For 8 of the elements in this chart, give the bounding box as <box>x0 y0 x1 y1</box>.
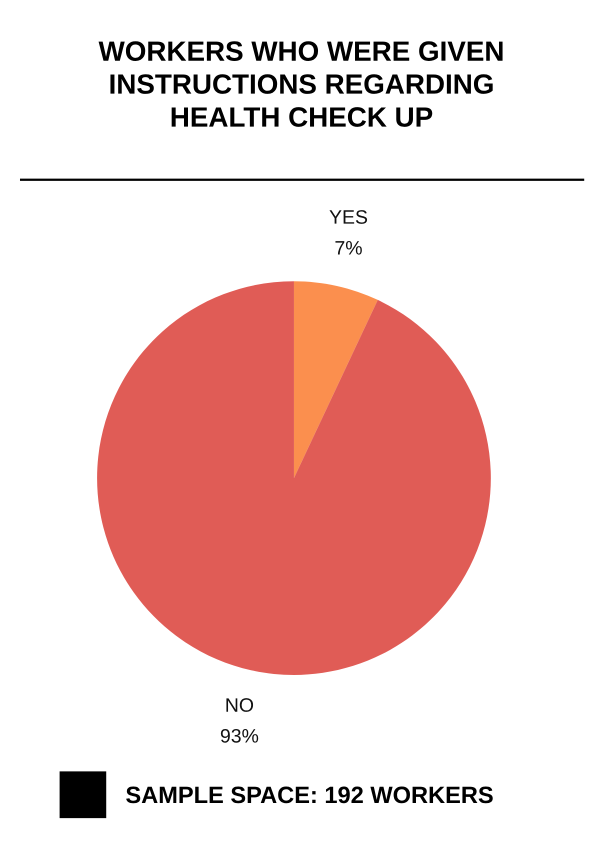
chart-title: WORKERS WHO WERE GIVEN INSTRUCTIONS REGARDING HEALTH CHECK UP <box>98 41 503 127</box>
pie-slice <box>97 281 491 675</box>
data-label: 7% <box>335 241 362 255</box>
pie-slice <box>294 281 378 478</box>
slice-label: YES <box>329 210 368 224</box>
text: SAMPLE SPACE: 192 WORKERS <box>126 786 493 804</box>
slice-label: NO <box>226 698 254 712</box>
data-label: 93% <box>220 728 258 743</box>
